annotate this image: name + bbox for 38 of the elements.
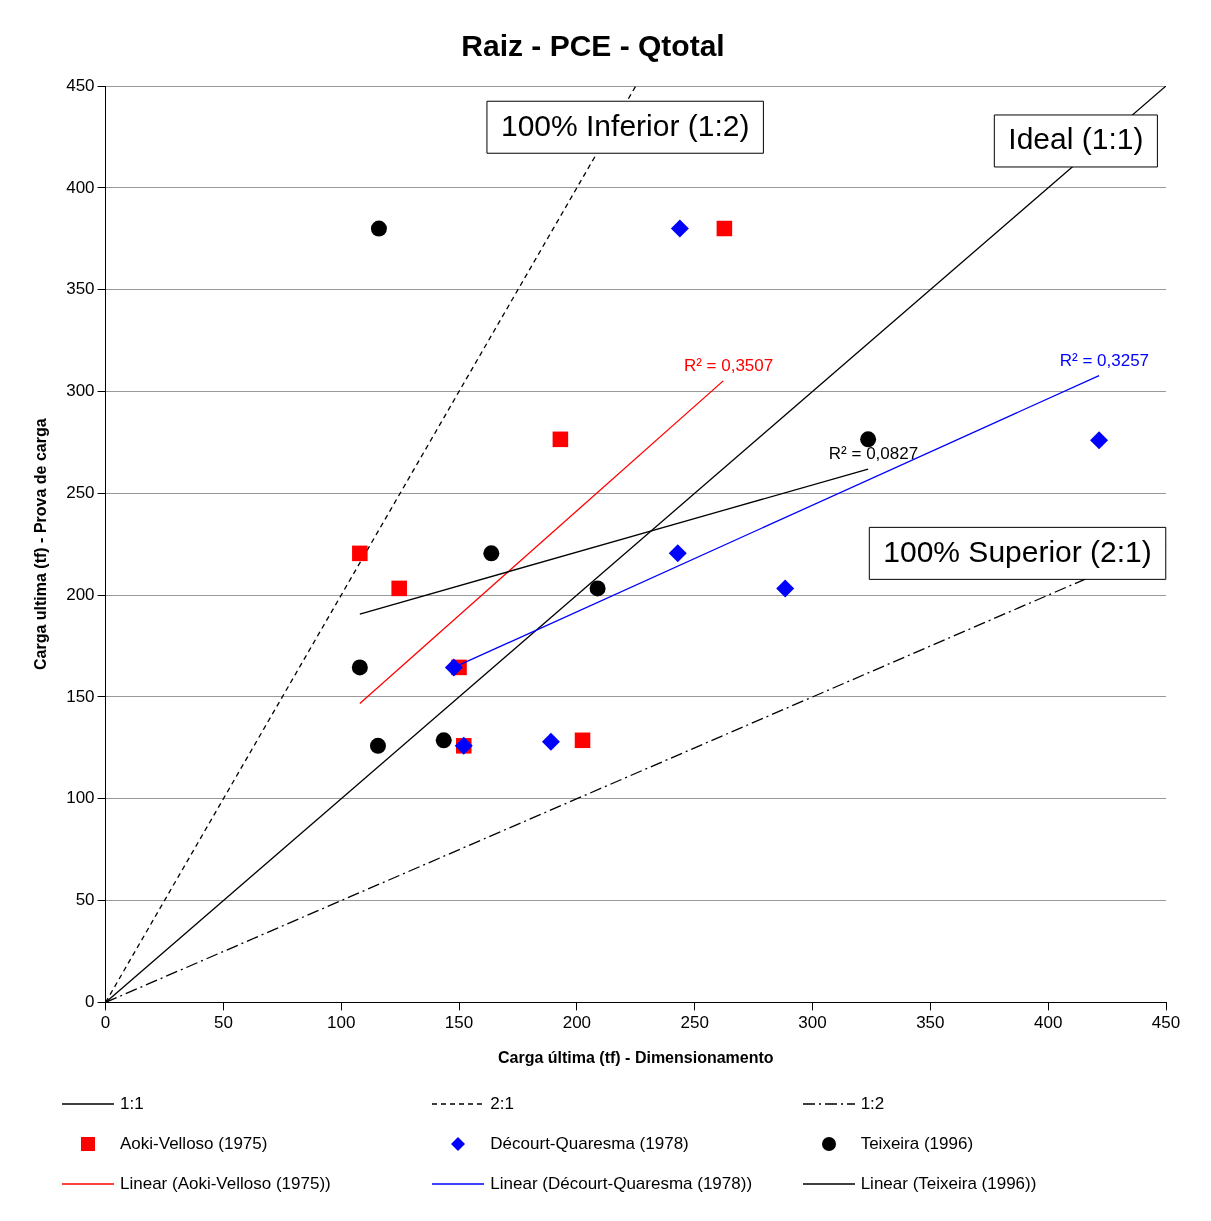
x-tick-label: 50	[213, 1013, 233, 1033]
annotation: R² = 0,3507	[683, 356, 774, 376]
y-tick-label: 450	[66, 75, 95, 95]
legend-label: 2:1	[490, 1094, 514, 1114]
x-tick-label: 250	[680, 1013, 709, 1033]
legend-label: 1:1	[120, 1094, 144, 1114]
y-tick-label: 300	[66, 381, 95, 401]
chart-title: Raiz - PCE - Qtotal	[461, 29, 725, 63]
annotation: 100% Inferior (1:2)	[500, 108, 750, 142]
y-tick-label: 0	[85, 992, 95, 1012]
y-tick-label: 150	[66, 686, 95, 706]
x-tick-label: 300	[798, 1013, 827, 1033]
y-tick-label: 250	[66, 482, 95, 502]
x-tick-label: 200	[562, 1013, 592, 1033]
legend-label: Linear (Aoki-Velloso (1975))	[120, 1174, 331, 1194]
annotation: 100% Superior (2:1)	[883, 534, 1152, 568]
x-tick-label: 450	[1151, 1013, 1181, 1033]
y-tick-label: 350	[66, 279, 95, 299]
x-tick-label: 400	[1033, 1013, 1063, 1033]
y-axis-title: Carga ultima (tf) - Prova de carga	[32, 418, 50, 671]
annotation: Ideal (1:1)	[1008, 122, 1144, 156]
legend-label: Aoki-Velloso (1975)	[120, 1134, 268, 1154]
x-tick-label: 350	[916, 1013, 945, 1033]
legend-label: 1:2	[860, 1094, 885, 1114]
legend-label: Teixeira (1996)	[860, 1134, 974, 1154]
y-tick-label: 400	[66, 177, 95, 197]
x-tick-label: 150	[444, 1013, 474, 1033]
y-tick-label: 100	[66, 788, 95, 808]
legend-label: Linear (Décourt-Quaresma (1978))	[490, 1174, 753, 1194]
annotation: R² = 0,3257	[1059, 350, 1150, 370]
y-tick-label: 50	[75, 890, 95, 910]
annotation: R² = 0,0827	[828, 444, 919, 464]
x-tick-label: 100	[327, 1013, 356, 1033]
legend-label: Linear (Teixeira (1996))	[860, 1174, 1037, 1194]
x-tick-label: 0	[100, 1013, 111, 1033]
y-tick-label: 200	[66, 584, 95, 604]
x-axis-title: Carga última (tf) - Dimensionamento	[497, 1048, 774, 1066]
legend-label: Décourt-Quaresma (1978)	[490, 1134, 689, 1154]
